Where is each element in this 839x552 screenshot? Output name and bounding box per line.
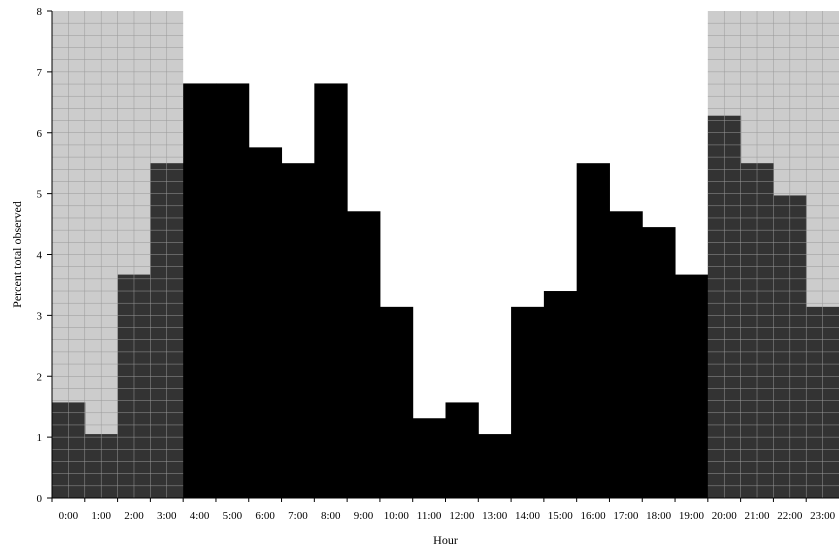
x-tick-label: 14:00: [515, 510, 541, 522]
bar-8:00: [314, 83, 348, 498]
x-tick-label: 2:00: [124, 510, 144, 522]
bar-12:00: [445, 402, 479, 498]
bar-21:00: [740, 163, 774, 498]
bar-18:00: [642, 227, 676, 498]
y-tick-label: 7: [37, 67, 43, 79]
bar-6:00: [248, 147, 283, 499]
ticks-layer: 0 1 2 3 4 5 6 7 8 0:00 1:00 2:00 3:00 4:00 5:00 6:00 7:0…: [37, 6, 836, 522]
x-tick-label: 7:00: [288, 510, 308, 522]
x-tick-label: 6:00: [255, 510, 275, 522]
x-tick-label: 12:00: [449, 510, 475, 522]
bar-11:00: [412, 418, 446, 498]
y-tick-label: 0: [37, 493, 43, 505]
bar-15:00: [543, 291, 578, 498]
bar-16:00: [576, 163, 610, 498]
y-tick-label: 8: [37, 6, 43, 18]
bar-17:00: [609, 211, 643, 498]
x-tick-label: 23:00: [810, 510, 836, 522]
x-axis-title: Hour: [433, 533, 458, 547]
bar-10:00: [379, 306, 414, 498]
x-tick-label: 3:00: [157, 510, 177, 522]
y-axis-title: Percent total observed: [10, 201, 24, 308]
x-tick-label: 11:00: [417, 510, 442, 522]
x-tick-label: 20:00: [712, 510, 738, 522]
bar-13:00: [478, 434, 512, 498]
y-tick-label: 2: [37, 371, 43, 383]
bar-5:00: [215, 83, 250, 498]
x-tick-label: 9:00: [354, 510, 374, 522]
night-grid-layer: [52, 11, 839, 498]
x-tick-label: 5:00: [223, 510, 243, 522]
y-tick-label: 4: [37, 250, 43, 262]
bar-4:00: [183, 83, 217, 498]
x-tick-label: 4:00: [190, 510, 210, 522]
x-tick-label: 19:00: [679, 510, 705, 522]
x-tick-label: 13:00: [482, 510, 508, 522]
y-tick-label: 6: [37, 128, 43, 140]
x-tick-label: 15:00: [548, 510, 574, 522]
x-tick-label: 17:00: [613, 510, 639, 522]
bar-7:00: [281, 163, 315, 498]
bar-19:00: [675, 274, 709, 498]
x-tick-label: 0:00: [59, 510, 79, 522]
x-tick-label: 21:00: [744, 510, 770, 522]
bar-3:00: [150, 163, 184, 498]
bar-14:00: [511, 306, 545, 498]
x-tick-label: 8:00: [321, 510, 341, 522]
x-tick-label: 18:00: [646, 510, 672, 522]
y-tick-label: 3: [37, 310, 43, 322]
x-tick-label: 1:00: [91, 510, 111, 522]
x-tick-label: 22:00: [777, 510, 803, 522]
y-tick-label: 1: [37, 432, 43, 444]
y-tick-label: 5: [37, 189, 43, 201]
bar-9:00: [347, 211, 381, 498]
x-tick-label: 10:00: [384, 510, 410, 522]
x-tick-label: 16:00: [581, 510, 607, 522]
